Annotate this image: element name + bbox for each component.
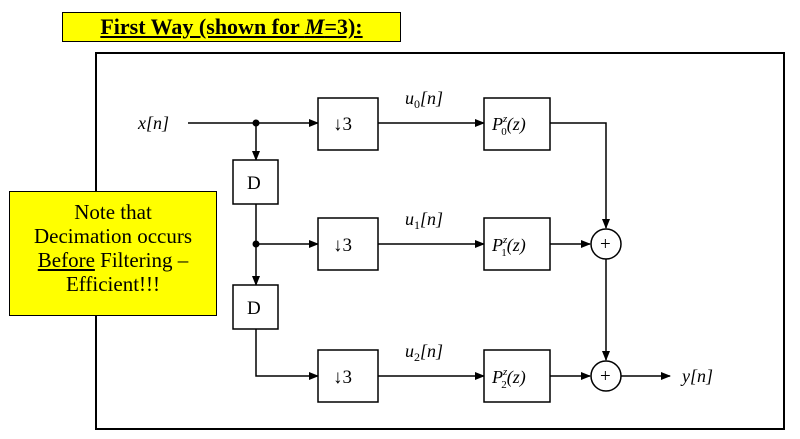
filter-p1 bbox=[483, 217, 551, 271]
note-line-2: Decimation occurs bbox=[33, 224, 193, 248]
decimator-0-label: ↓3 bbox=[333, 114, 352, 135]
output-label: y[n] bbox=[680, 366, 713, 386]
decimator-2-label: ↓3 bbox=[333, 367, 352, 388]
filter-p0-label: Pz 0(z) bbox=[491, 113, 526, 138]
title-banner: First Way (shown for M=3): bbox=[62, 12, 401, 42]
note-line-4: Efficient!!! bbox=[65, 272, 161, 296]
delay-1-label: D bbox=[247, 173, 261, 194]
branch2-to-decimator bbox=[255, 329, 319, 380]
note-line-3-rest: Filtering – bbox=[94, 248, 189, 272]
filter-p2-label: Pz 2(z) bbox=[491, 366, 526, 391]
note-callout: Note that Decimation occurs Before Filte… bbox=[9, 191, 217, 316]
note-before-word: Before bbox=[37, 248, 95, 272]
adder-2-symbol: + bbox=[600, 366, 611, 387]
u1-label: u1[n] bbox=[405, 209, 443, 232]
title-suffix: =3): bbox=[324, 14, 363, 39]
note-line-3: Before Filtering – bbox=[10, 248, 216, 272]
branch0-to-adder bbox=[550, 122, 610, 229]
note-line-1: Note that bbox=[74, 200, 152, 224]
decimator-1 bbox=[317, 217, 379, 271]
decimator-2 bbox=[317, 349, 379, 403]
adder-1-symbol: + bbox=[600, 234, 611, 255]
filter-p1-label: Pz 1(z) bbox=[491, 234, 526, 259]
decimator-1-label: ↓3 bbox=[333, 235, 352, 256]
filter-p0 bbox=[483, 97, 551, 151]
delay-2-label: D bbox=[247, 298, 261, 319]
title-variable: M bbox=[304, 14, 325, 39]
u0-label: u0[n] bbox=[405, 88, 443, 111]
title-prefix: First Way (shown for bbox=[100, 14, 305, 39]
title-text: First Way (shown for M=3): bbox=[100, 14, 362, 40]
decimator-0 bbox=[317, 97, 379, 151]
input-label: x[n] bbox=[137, 113, 169, 133]
u2-label: u2[n] bbox=[405, 341, 443, 364]
delay-1 bbox=[232, 159, 279, 205]
